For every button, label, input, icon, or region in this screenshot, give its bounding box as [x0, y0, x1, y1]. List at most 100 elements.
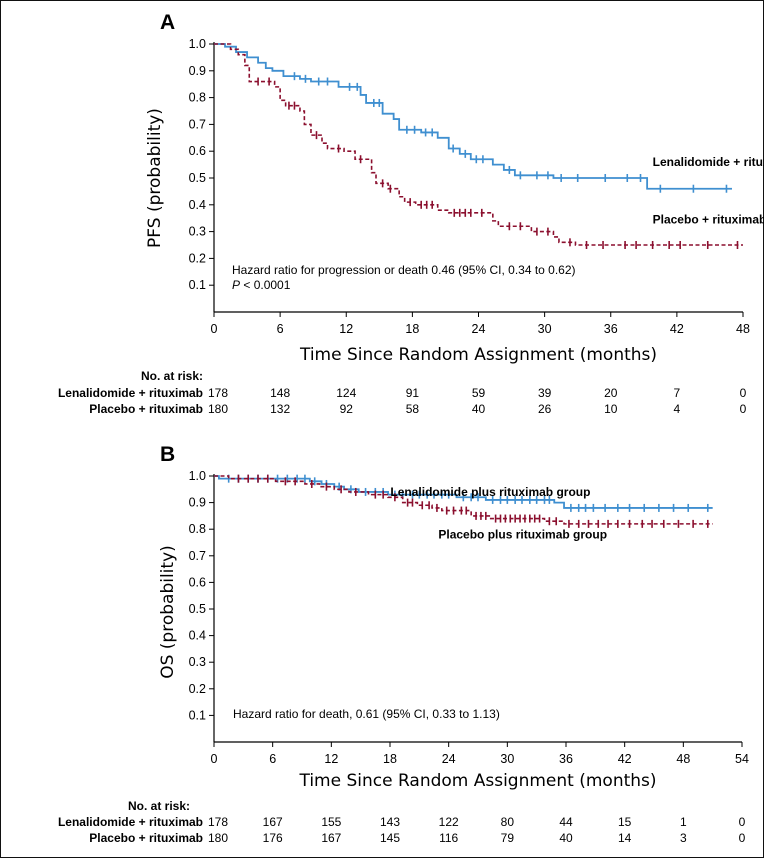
risk-table-header: No. at risk:	[141, 369, 203, 383]
y-axis-title: PFS (probability)	[145, 108, 165, 248]
risk-value: 92	[340, 402, 354, 416]
series-lenalidomide	[214, 43, 732, 193]
risk-value: 0	[740, 402, 747, 416]
x-tick-label: 24	[472, 322, 486, 336]
x-tick-label: 42	[670, 322, 684, 336]
risk-row-label: Placebo + rituximab	[89, 402, 203, 416]
y-tick-label: 0.7	[189, 549, 206, 563]
risk-row-label: Lenalidomide + rituximab	[58, 815, 203, 829]
risk-table-header: No. at risk:	[128, 799, 190, 813]
risk-value: 1	[680, 815, 687, 829]
series-label: Placebo plus rituximab group	[438, 528, 607, 542]
series-placebo	[214, 474, 713, 528]
risk-value: 167	[321, 831, 341, 845]
series-placebo	[214, 43, 743, 249]
risk-row-label: Lenalidomide + rituximab	[58, 386, 203, 400]
y-tick-label: 0.2	[189, 251, 206, 265]
y-tick-label: 0.6	[189, 575, 206, 589]
x-tick-label: 36	[604, 322, 618, 336]
y-tick-label: 0.9	[189, 496, 206, 510]
x-tick-label: 6	[277, 322, 284, 336]
panel-letter: A	[160, 11, 175, 34]
risk-value: 132	[270, 402, 290, 416]
x-tick-label: 18	[405, 322, 419, 336]
y-tick-label: 0.6	[189, 144, 206, 158]
panel-b: B 0.1 0.2 0.3 0.4 0.5 0.6 0.7 0.8 0.9 1.0 0 6 12 18 24 3…	[58, 443, 749, 845]
risk-value: 143	[380, 815, 400, 829]
x-tick-label: 12	[324, 752, 338, 766]
y-tick-label: 1.0	[189, 469, 206, 483]
x-tick-label: 12	[339, 322, 353, 336]
km-curve-lenalidomide	[214, 475, 713, 509]
y-tick-label: 0.3	[189, 225, 206, 239]
x-tick-label: 42	[618, 752, 632, 766]
risk-value: 39	[538, 386, 552, 400]
y-tick-label: 0.2	[189, 682, 206, 696]
x-tick-label: 36	[559, 752, 573, 766]
risk-value: 0	[739, 831, 746, 845]
y-tick-label: 0.4	[189, 198, 206, 212]
risk-value: 124	[336, 386, 356, 400]
risk-value: 91	[406, 386, 420, 400]
y-tick-label: 0.8	[189, 91, 206, 105]
y-tick-label: 0.1	[189, 278, 206, 292]
x-axis-title: Time Since Random Assignment (months)	[299, 345, 657, 365]
p-value-annotation: P < 0.0001	[232, 278, 291, 292]
risk-value: 44	[559, 815, 573, 829]
risk-value: 167	[263, 815, 283, 829]
risk-value: 20	[604, 386, 618, 400]
x-tick-label: 30	[500, 752, 514, 766]
x-tick-label: 48	[676, 752, 690, 766]
risk-row-label: Placebo + rituximab	[89, 831, 203, 845]
risk-value: 26	[538, 402, 552, 416]
y-tick-label: 0.1	[189, 708, 206, 722]
risk-value: 4	[674, 402, 681, 416]
risk-value: 0	[740, 386, 747, 400]
risk-value: 15	[618, 815, 632, 829]
panel-a: A 0.1 0.2 0.3 0.4 0.5 0.6 0.7 0.8 0.9 1.0 0 6 12 18 24 3…	[58, 11, 764, 416]
x-tick-label: 6	[269, 752, 276, 766]
hazard-ratio-annotation: Hazard ratio for progression or death 0.…	[232, 263, 576, 277]
series-lenalidomide	[214, 474, 713, 512]
risk-value: 176	[263, 831, 283, 845]
series-label: Lenalidomide plus rituximab group	[390, 485, 590, 499]
risk-value: 14	[618, 831, 632, 845]
x-tick-label: 30	[538, 322, 552, 336]
y-tick-label: 1.0	[189, 37, 206, 51]
risk-value: 148	[270, 386, 290, 400]
risk-value: 3	[680, 831, 687, 845]
risk-value: 40	[472, 402, 486, 416]
x-axis-title: Time Since Random Assignment (months)	[298, 771, 656, 791]
risk-value: 40	[559, 831, 573, 845]
risk-value: 180	[208, 831, 228, 845]
risk-value: 155	[321, 815, 341, 829]
y-tick-label: 0.5	[189, 171, 206, 185]
y-tick-label: 0.7	[189, 117, 206, 131]
y-tick-label: 0.4	[189, 629, 206, 643]
risk-value: 180	[208, 402, 228, 416]
series-label: Placebo + rituximab	[653, 213, 764, 227]
risk-value: 178	[208, 815, 228, 829]
risk-value: 178	[208, 386, 228, 400]
risk-value: 122	[439, 815, 459, 829]
x-tick-label: 18	[383, 752, 397, 766]
x-tick-label: 24	[442, 752, 456, 766]
x-tick-label: 0	[211, 752, 218, 766]
risk-table: No. at risk: Lenalidomide + rituximab 178 1…	[58, 799, 746, 845]
risk-value: 80	[501, 815, 515, 829]
risk-table: No. at risk: Lenalidomide + rituximab 178 1…	[58, 369, 747, 416]
y-tick-label: 0.3	[189, 655, 206, 669]
y-tick-label: 0.5	[189, 602, 206, 616]
x-tick-label: 48	[736, 322, 750, 336]
y-axis-title: OS (probability)	[158, 545, 178, 679]
risk-value: 145	[380, 831, 400, 845]
risk-value: 116	[439, 831, 458, 845]
risk-value: 10	[604, 402, 618, 416]
risk-value: 7	[674, 386, 681, 400]
km-curve-placebo	[214, 43, 743, 246]
hazard-ratio-annotation: Hazard ratio for death, 0.61 (95% CI, 0.…	[233, 707, 500, 721]
risk-value: 0	[739, 815, 746, 829]
risk-value: 59	[472, 386, 486, 400]
x-tick-label: 54	[735, 752, 749, 766]
